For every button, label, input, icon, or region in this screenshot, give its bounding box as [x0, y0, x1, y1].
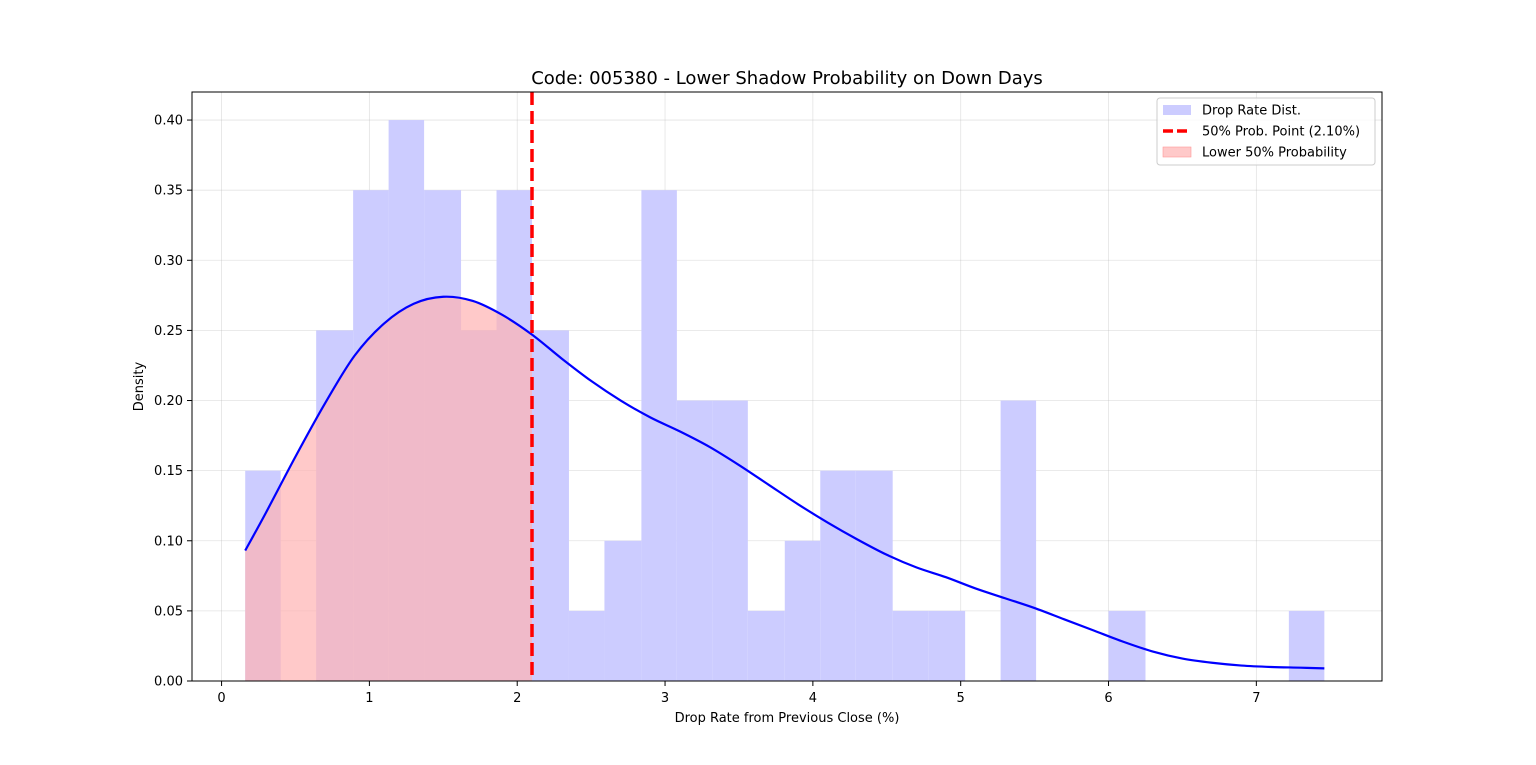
chart-title: Code: 005380 - Lower Shadow Probability … [531, 68, 1043, 89]
histogram-bar [641, 190, 677, 681]
histogram-bar [855, 470, 893, 681]
histogram-bar [820, 470, 856, 681]
y-tick-label: 0.40 [154, 114, 183, 129]
y-tick-label: 0.20 [154, 394, 183, 409]
histogram-bar [1000, 400, 1037, 681]
x-tick-label: 2 [513, 691, 521, 706]
y-tick-label: 0.30 [154, 254, 183, 269]
histogram-bar [1108, 610, 1146, 681]
kde-layer [244, 295, 1325, 670]
x-tick-label: 5 [957, 691, 965, 706]
histogram-bar [1288, 610, 1325, 681]
x-tick-label: 7 [1252, 691, 1260, 706]
histogram-bar [604, 540, 642, 681]
x-tick-label: 6 [1104, 691, 1112, 706]
y-tick-label: 0.35 [154, 184, 183, 199]
x-tick-label: 3 [661, 691, 669, 706]
legend-label-histogram: Drop Rate Dist. [1202, 104, 1301, 119]
histogram-bar [784, 540, 821, 681]
histogram-bar [747, 610, 785, 681]
histogram-bar [676, 400, 713, 681]
x-axis-ticks: 0 1 2 3 4 5 6 7 [217, 681, 1260, 706]
x-tick-label: 1 [365, 691, 373, 706]
legend-box [1156, 97, 1376, 166]
histogram-bar [568, 610, 605, 681]
x-tick-label: 4 [809, 691, 817, 706]
y-axis-ticks: 0.00 0.05 0.10 0.15 0.20 0.25 0.30 0.35 0.40 [154, 114, 192, 690]
y-axis-label: Density [132, 361, 147, 411]
y-tick-label: 0.00 [154, 675, 183, 690]
kde-curve [244, 295, 1325, 670]
histogram-bar [928, 610, 966, 681]
y-tick-label: 0.05 [154, 604, 183, 619]
legend-swatch-histogram [1163, 105, 1191, 115]
legend-label-median: 50% Prob. Point (2.10%) [1202, 125, 1360, 140]
lower-probability-area [245, 296, 532, 681]
legend-swatch-lower-fill [1162, 146, 1192, 158]
histogram-bar [892, 610, 929, 681]
x-axis-label: Drop Rate from Previous Close (%) [675, 711, 900, 726]
y-tick-label: 0.15 [154, 464, 183, 479]
x-tick-label: 0 [217, 691, 225, 706]
legend-label-lower-fill: Lower 50% Probability [1202, 146, 1347, 161]
histogram-bar [712, 400, 748, 681]
lower-probability-fill-layer [245, 296, 532, 681]
plot-frame [191, 91, 1383, 682]
histogram-bar [532, 330, 569, 681]
legend: Drop Rate Dist. 50% Prob. Point (2.10%) … [1156, 97, 1376, 166]
y-tick-label: 0.25 [154, 324, 183, 339]
y-tick-label: 0.10 [154, 534, 183, 549]
